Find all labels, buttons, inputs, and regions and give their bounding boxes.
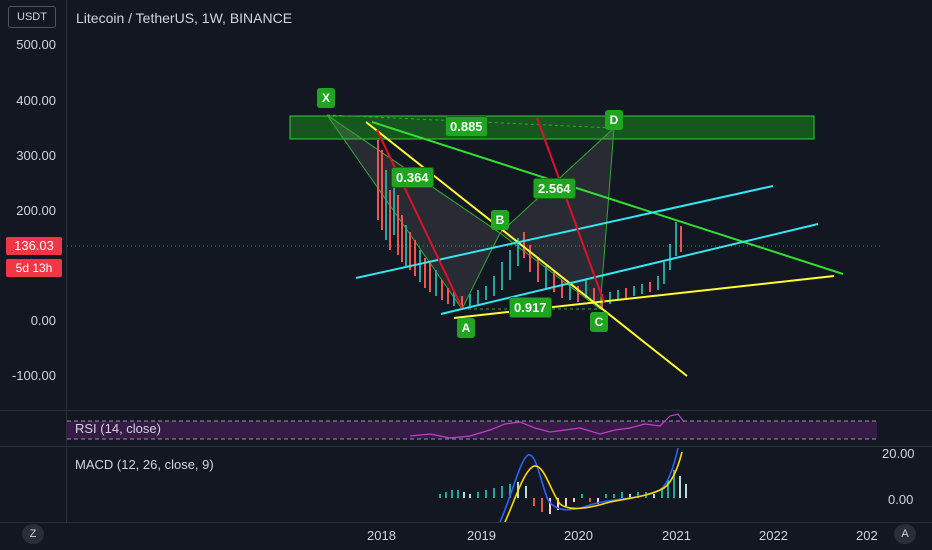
ratio-label-xd[interactable]: 0.885 bbox=[445, 116, 488, 137]
resistance-zone bbox=[289, 115, 815, 140]
macd-tick-0: 0.00 bbox=[888, 492, 914, 507]
price-tick-neg100: -100.00 bbox=[11, 368, 56, 383]
price-tick-500: 500.00 bbox=[16, 37, 56, 52]
pattern-leg-bd bbox=[499, 127, 615, 234]
macd-pane-separator bbox=[0, 446, 932, 447]
rsi-pane[interactable] bbox=[67, 411, 932, 445]
macd-line bbox=[499, 447, 679, 522]
main-chart-canvas[interactable] bbox=[67, 0, 932, 410]
price-tick-400: 400.00 bbox=[16, 93, 56, 108]
trendline-green bbox=[371, 121, 844, 275]
currency-button[interactable]: USDT bbox=[8, 6, 56, 28]
time-tick-2022: 2022 bbox=[759, 528, 788, 543]
ratio-label-xab[interactable]: 0.364 bbox=[391, 167, 434, 188]
rsi-label[interactable]: RSI (14, close) bbox=[75, 421, 161, 436]
price-tick-0: 0.00 bbox=[30, 313, 56, 328]
time-axis-separator bbox=[0, 522, 932, 523]
rsi-band bbox=[67, 421, 877, 439]
trendline-cyan-lower bbox=[440, 223, 819, 315]
price-tick-200: 200.00 bbox=[16, 203, 56, 218]
time-tick-2019: 2019 bbox=[467, 528, 496, 543]
time-tick-2023: 202 bbox=[856, 528, 878, 543]
ratio-label-bcd[interactable]: 2.564 bbox=[533, 178, 576, 199]
timezone-button[interactable]: Z bbox=[22, 524, 44, 544]
auto-scale-button[interactable]: A bbox=[894, 524, 916, 544]
pattern-point-x[interactable]: X bbox=[317, 88, 335, 108]
time-tick-2018: 2018 bbox=[367, 528, 396, 543]
price-tick-300: 300.00 bbox=[16, 148, 56, 163]
macd-label[interactable]: MACD (12, 26, close, 9) bbox=[75, 457, 214, 472]
pattern-triangle-xab bbox=[326, 114, 501, 310]
ratio-label-abc[interactable]: 0.917 bbox=[509, 297, 552, 318]
signal-line bbox=[504, 451, 683, 522]
macd-histogram bbox=[439, 470, 687, 514]
rsi-line bbox=[409, 413, 685, 439]
macd-tick-20: 20.00 bbox=[882, 446, 915, 461]
price-axis-border bbox=[66, 0, 67, 522]
last-price-label: 136.03 bbox=[6, 237, 62, 255]
time-tick-2020: 2020 bbox=[564, 528, 593, 543]
trendline-red-2 bbox=[536, 117, 605, 303]
trendline-yellow-down bbox=[365, 121, 688, 377]
pattern-point-a[interactable]: A bbox=[457, 318, 475, 338]
time-tick-2021: 2021 bbox=[662, 528, 691, 543]
macd-pane[interactable] bbox=[67, 447, 879, 522]
pattern-point-d[interactable]: D bbox=[605, 110, 623, 130]
bar-countdown-label: 5d 13h bbox=[6, 259, 62, 277]
rsi-pane-separator bbox=[0, 410, 932, 411]
trendline-red-1 bbox=[376, 129, 463, 309]
pattern-point-c[interactable]: C bbox=[590, 312, 608, 332]
pattern-point-b[interactable]: B bbox=[491, 210, 509, 230]
trendline-cyan-upper bbox=[355, 185, 774, 279]
chart-title[interactable]: Litecoin / TetherUS, 1W, BINANCE bbox=[76, 10, 293, 26]
